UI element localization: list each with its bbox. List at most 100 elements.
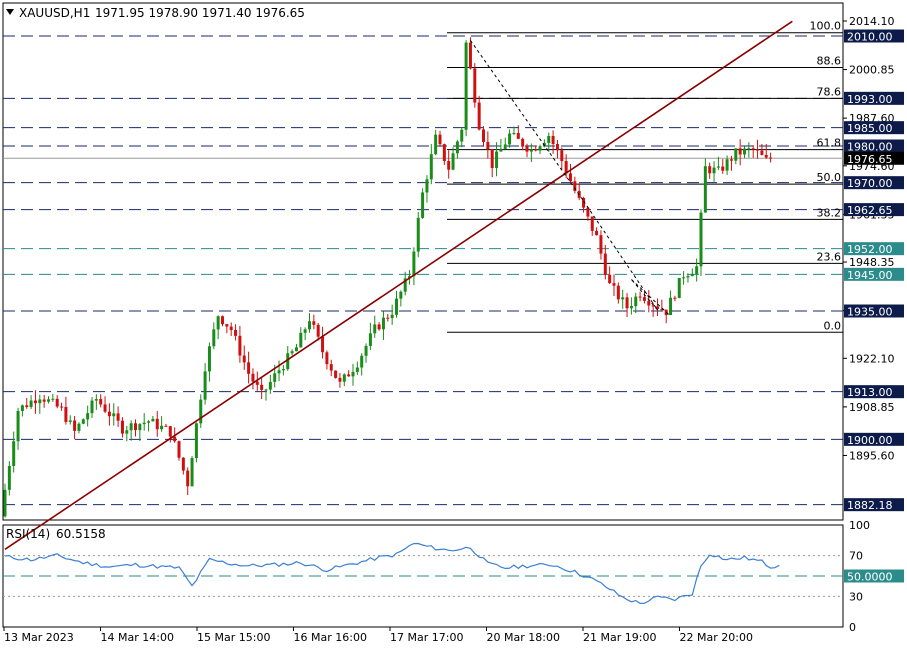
candle-body [334,370,338,378]
candle-body [464,42,468,130]
candle-body [386,317,390,319]
candle-body [516,132,520,139]
fib-level-label: 61.8 [817,137,842,150]
candle-body [525,146,529,152]
rsi-level-tag-bg [844,569,904,583]
candle-body [229,326,233,330]
candle-body [564,161,568,174]
candle-body [264,389,268,391]
candle-body [25,405,29,408]
candle-body [299,332,303,348]
candle-body [377,324,381,330]
candle-body [425,179,429,193]
candle-body [521,138,525,147]
candle-body [207,346,211,372]
candle-body [673,297,677,299]
candle-body [716,166,720,168]
candle-body [103,404,107,412]
candle-body [308,321,311,330]
price-tick-label: 1895.60 [849,449,895,462]
candle-body [495,151,499,168]
candle-body [721,166,725,171]
candle-body [186,470,190,487]
candle-body [199,399,203,424]
candle-body [7,465,11,490]
candle-body [551,135,555,144]
candle-body [90,400,94,414]
time-label: 16 Mar 16:00 [294,631,367,644]
fib-level-label: 50.0 [817,171,842,184]
candle-body [203,371,207,400]
candle-body [260,384,264,390]
candle-body [216,316,220,330]
candle-body [86,413,90,420]
candle-body [569,173,572,182]
candle-body [238,335,242,356]
candle-body [473,68,477,103]
candle-body [560,150,564,162]
candle-body [77,423,81,431]
level-price-tag-bg [844,267,904,281]
candle-body [403,278,407,292]
candle-body [634,296,638,307]
fib-level-label: 78.6 [817,85,842,98]
candle-body [603,253,607,275]
rsi-tick-label: 30 [849,590,863,603]
candle-body [112,413,116,417]
candle-body [586,207,590,217]
time-label: 13 Mar 2023 [4,631,74,644]
candle-body [468,42,472,69]
candle-body [347,374,351,377]
candle-body [255,381,259,385]
candle-body [120,420,124,434]
candle-body [16,410,20,442]
candle-body [460,129,464,142]
level-price-tag-bg [844,498,904,512]
level-price-tag-bg [844,203,904,217]
fib-anchor-zigzag [631,279,658,311]
candle-body [247,362,251,374]
level-price-tag: 1945.00 [847,269,893,282]
candle-body [725,159,729,171]
price-tick-label: 1948.35 [849,256,895,269]
candle-body [360,355,364,368]
level-price-tag: 1962.65 [847,204,893,217]
candle-body [434,134,438,155]
candle-body [338,377,342,382]
candle-body [590,216,594,231]
candle-body [125,430,129,434]
candle-body [438,134,442,145]
fib-anchor-zigzag [470,40,584,202]
candle-body [251,373,255,382]
level-price-tag: 1952.00 [847,243,893,256]
symbol-menu-arrow-icon[interactable] [6,9,14,15]
level-price-tag: 1935.00 [847,306,893,319]
price-tick-label: 1908.85 [849,401,895,414]
candle-body [573,181,577,191]
level-price-tag-bg [844,242,904,256]
candle-body [708,166,712,174]
candle-body [277,370,281,374]
rsi-indicator-label: RSI(14) [6,527,50,541]
candle-body [81,419,85,424]
candle-body [51,398,55,400]
candle-body [294,347,298,352]
level-price-tag: 1913.00 [847,386,893,399]
candle-body [194,423,198,458]
candle-body [477,102,481,130]
candle-body [151,418,155,422]
level-price-tag-bg [844,29,904,43]
candle-body [442,144,446,162]
fib-anchor-zigzag [631,279,671,317]
candle-body [107,411,111,417]
fib-level-label: 0.0 [824,319,842,332]
candle-body [508,133,512,145]
candle-body [234,329,238,336]
candle-body [168,426,172,437]
candle-body [595,230,599,236]
candle-body [486,141,490,150]
candle-body [286,353,290,370]
rsi-tick-label: 70 [849,550,863,563]
candle-body [138,424,142,431]
